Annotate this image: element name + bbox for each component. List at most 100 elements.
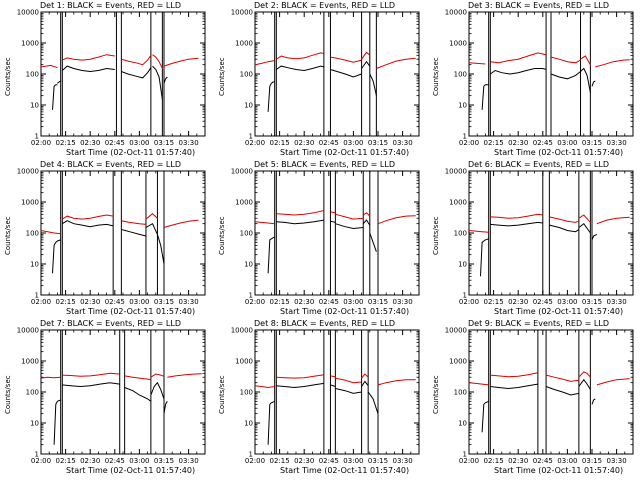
lld-series-line	[335, 377, 362, 384]
x-tick-label: 02:30	[80, 457, 100, 465]
events-series-line	[367, 391, 379, 414]
lld-series-line	[40, 64, 58, 69]
y-tick-label: 1000	[21, 358, 39, 366]
x-tick-label: 02:15	[270, 139, 290, 147]
y-tick-label: 10000	[445, 168, 467, 176]
events-series-line	[369, 73, 377, 96]
lld-series-line	[490, 52, 547, 64]
plot-frame	[468, 329, 634, 455]
x-axis-label: Start Time (02-Oct-11 01:57:40)	[494, 307, 624, 316]
events-series-line	[121, 67, 152, 79]
lld-series-line	[578, 371, 591, 378]
lld-series-line	[361, 51, 371, 60]
events-series-line	[490, 383, 538, 390]
panel-title: Det 4: BLACK = Events, RED = LLD	[40, 160, 181, 169]
events-series-line	[591, 80, 596, 87]
plot-frame	[40, 170, 206, 296]
lld-series-line	[580, 55, 591, 65]
x-axis-label: Start Time (02-Oct-11 01:57:40)	[494, 466, 624, 475]
events-series-line	[150, 381, 165, 400]
events-series-line	[62, 220, 114, 228]
x-tick-label: 02:30	[508, 457, 528, 465]
events-series-line	[369, 232, 377, 252]
x-tick-label: 02:30	[294, 298, 314, 306]
events-series-line	[267, 236, 275, 274]
panel-title: Det 5: BLACK = Events, RED = LLD	[254, 160, 395, 169]
y-tick-label: 10000	[17, 168, 39, 176]
y-tick-label: 1	[463, 133, 467, 141]
detector-panel: Det 5: BLACK = Events, RED = LLD Start Ti…	[217, 159, 423, 319]
panel-title: Det 1: BLACK = Events, RED = LLD	[40, 1, 181, 10]
x-tick-label: 02:15	[56, 457, 76, 465]
events-series-line	[545, 386, 579, 396]
x-axis-label: Start Time (02-Oct-11 01:57:40)	[280, 466, 410, 475]
x-tick-label: 03:15	[154, 457, 174, 465]
lld-series-line	[595, 59, 630, 68]
panel-plot: 1 10 100 1000 10000 02:00 02:15 02:30 02:45 03:00…	[231, 168, 420, 306]
y-tick-label: 10	[244, 102, 253, 110]
lld-series-line	[40, 230, 61, 235]
x-tick-label: 02:00	[31, 139, 51, 147]
lld-series-line	[376, 57, 416, 69]
lld-series-line	[152, 54, 163, 69]
x-tick-label: 03:15	[368, 298, 388, 306]
events-series-line	[163, 401, 168, 414]
lld-series-line	[550, 56, 581, 64]
lld-series-line	[145, 213, 158, 220]
x-tick-label: 03:30	[607, 457, 627, 465]
y-tick-label: 1000	[235, 40, 253, 48]
y-tick-label: 100	[454, 230, 467, 238]
x-axis-label: Start Time (02-Oct-11 01:57:40)	[66, 148, 196, 157]
x-tick-label: 02:00	[31, 298, 51, 306]
events-series-line	[490, 221, 543, 227]
events-series-line	[578, 222, 591, 234]
x-tick-label: 03:15	[154, 298, 174, 306]
x-tick-label: 02:15	[270, 457, 290, 465]
lld-series-line	[276, 210, 325, 216]
plot-frame	[254, 329, 420, 455]
events-series-line	[57, 80, 61, 84]
events-series-line	[145, 222, 158, 235]
x-tick-label: 02:00	[459, 457, 479, 465]
lld-series-line	[254, 60, 275, 66]
x-tick-label: 02:00	[245, 139, 265, 147]
y-tick-label: 1000	[449, 40, 467, 48]
y-tick-label: 1	[35, 451, 39, 459]
y-tick-label: 10	[244, 261, 253, 269]
plot-frame	[468, 170, 634, 296]
events-series-line	[276, 382, 324, 389]
x-axis-label: Start Time (02-Oct-11 01:57:40)	[494, 148, 624, 157]
detector-panel: Det 4: BLACK = Events, RED = LLD Start Ti…	[3, 159, 209, 319]
x-tick-label: 02:45	[319, 139, 339, 147]
lld-series-line	[62, 54, 115, 61]
y-tick-label: 1	[463, 451, 467, 459]
panel-plot: 1 10 100 1000 10000 02:00 02:15 02:30 02:45 03:00…	[17, 327, 206, 465]
lld-series-line	[362, 212, 371, 217]
y-tick-label: 10	[458, 102, 467, 110]
x-tick-label: 03:30	[607, 139, 627, 147]
x-tick-label: 03:30	[393, 457, 413, 465]
lld-series-line	[121, 220, 147, 225]
y-tick-label: 10000	[231, 327, 253, 335]
x-tick-label: 03:00	[129, 457, 149, 465]
panel-title: Det 2: BLACK = Events, RED = LLD	[254, 1, 395, 10]
events-series-line	[61, 65, 115, 73]
x-tick-label: 03:15	[154, 139, 174, 147]
events-series-line	[335, 388, 362, 394]
x-tick-label: 02:30	[294, 139, 314, 147]
x-tick-label: 03:15	[582, 457, 602, 465]
x-tick-label: 02:00	[459, 298, 479, 306]
x-tick-label: 02:15	[56, 298, 76, 306]
lld-series-line	[468, 62, 486, 65]
lld-series-line	[549, 216, 580, 223]
x-axis-label: Start Time (02-Oct-11 01:57:40)	[280, 148, 410, 157]
y-tick-label: 100	[454, 389, 467, 397]
plot-frame	[40, 11, 206, 137]
lld-series-line	[596, 216, 630, 225]
panel-plot: 1 10 100 1000 10000 02:00 02:15 02:30 02:45 03:00…	[231, 327, 420, 465]
events-series-line	[152, 65, 163, 100]
y-tick-label: 10	[30, 261, 39, 269]
lld-series-line	[335, 213, 364, 220]
y-tick-label: 1000	[21, 199, 39, 207]
